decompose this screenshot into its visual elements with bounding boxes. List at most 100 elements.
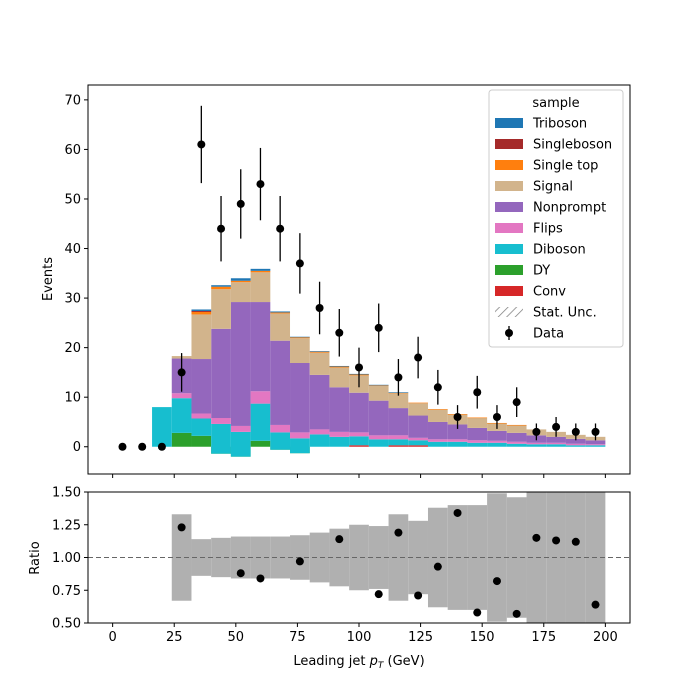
bar-diboson — [565, 445, 586, 447]
data-point — [276, 224, 285, 233]
data-point — [256, 180, 265, 189]
data-point — [433, 383, 442, 392]
data-point — [197, 140, 206, 149]
bar-conv — [349, 445, 369, 447]
ratio-y-tick-label: 1.50 — [52, 486, 81, 501]
ratio-x-tick-label: 125 — [408, 630, 433, 645]
band-segment — [565, 492, 586, 623]
bar-flips — [171, 393, 192, 399]
bar-diboson — [329, 436, 350, 447]
y-tick-label: 40 — [64, 242, 81, 257]
ratio-panel: 0.50 0.75 1.00 1.25 1.50 0 25 50 75 100 125 150 175 2… — [52, 486, 631, 645]
bar-diboson — [506, 443, 527, 447]
bar-diboson — [349, 436, 369, 446]
legend-entry-flips: Flips — [495, 222, 563, 237]
data-point — [355, 363, 363, 372]
legend: sample Triboson Singleboson Single top Signa… — [488, 89, 624, 348]
data-point — [295, 259, 304, 268]
data-point — [315, 303, 324, 312]
legend-label: Stat. Unc. — [533, 306, 597, 321]
bar-diboson — [427, 441, 448, 447]
bar-single-top — [467, 417, 488, 419]
data-point — [335, 328, 344, 337]
legend-entry-data: Data — [505, 326, 564, 342]
bar-nonprompt — [368, 400, 389, 436]
ratio-x-tick-label: 100 — [347, 630, 372, 645]
ratio-y-tick-label: 1.00 — [52, 551, 81, 566]
y-tick-label: 0 — [73, 440, 81, 455]
y-tick-label: 10 — [64, 391, 81, 406]
ratio-point — [591, 600, 600, 609]
bar-triboson — [211, 285, 231, 287]
bar-nonprompt — [467, 427, 488, 441]
ratio-point — [177, 523, 186, 532]
legend-swatch — [495, 223, 523, 233]
bar-flips — [230, 425, 251, 432]
ratio-point — [236, 569, 245, 578]
bar-diboson — [408, 440, 428, 446]
data-point — [512, 398, 521, 407]
ratio-x-tick-label: 200 — [593, 630, 618, 645]
legend-swatch — [495, 265, 523, 275]
bar-single-top — [368, 385, 389, 386]
data-point — [473, 388, 482, 397]
legend-label: Signal — [533, 180, 573, 195]
ratio-point — [335, 535, 344, 544]
ratio-y-tick-label: 1.25 — [52, 518, 81, 533]
bar-nonprompt — [250, 302, 271, 392]
series-diboson — [152, 398, 606, 457]
bar-nonprompt — [585, 440, 606, 445]
ratio-point — [532, 533, 541, 542]
ratio-point — [394, 528, 403, 537]
legend-label: DY — [533, 264, 550, 279]
band-segment — [211, 537, 231, 578]
bar-flips — [388, 435, 409, 440]
bar-diboson — [487, 442, 507, 447]
bar-diboson — [309, 434, 330, 447]
y-tick-label: 30 — [64, 292, 81, 307]
bar-diboson — [211, 423, 231, 454]
bar-nonprompt — [427, 421, 448, 440]
data-point — [374, 323, 383, 332]
bar-signal — [211, 289, 231, 329]
bar-diboson — [270, 432, 291, 450]
legend-entry-nonprompt: Nonprompt — [495, 201, 606, 216]
series-conv — [349, 445, 428, 447]
main-y-axis-label: Events — [41, 257, 56, 301]
legend-swatch-hatch — [495, 307, 523, 317]
ratio-point — [512, 609, 521, 618]
legend-swatch — [495, 139, 523, 149]
bar-triboson — [290, 336, 310, 338]
ratio-point — [374, 590, 383, 599]
band-segment — [467, 505, 488, 610]
band-segment — [309, 532, 330, 583]
bar-signal — [388, 393, 409, 409]
bar-signal — [329, 367, 350, 388]
bar-single-top — [329, 366, 350, 368]
band-segment — [171, 514, 192, 601]
ratio-point — [414, 591, 423, 600]
bar-nonprompt — [447, 424, 468, 440]
bar-flips — [447, 439, 468, 442]
bar-diboson — [388, 439, 409, 446]
bar-diboson — [447, 441, 468, 447]
bar-diboson — [368, 439, 389, 447]
ratio-point — [571, 537, 580, 546]
bar-signal — [506, 425, 527, 433]
bar-nonprompt — [230, 302, 251, 426]
bar-diboson — [526, 444, 547, 447]
ratio-y-tick-label: 0.50 — [52, 617, 81, 632]
bar-single-top — [191, 311, 212, 315]
legend-entry-diboson: Diboson — [495, 243, 586, 258]
data-point — [571, 427, 580, 436]
data-point — [532, 427, 541, 436]
ratio-point — [453, 508, 462, 517]
stack-bars — [152, 268, 606, 457]
band-segment — [388, 514, 409, 601]
band-segment — [427, 507, 448, 608]
bar-flips — [467, 440, 488, 443]
bar-nonprompt — [408, 415, 428, 438]
bar-nonprompt — [329, 387, 350, 432]
bar-conv — [388, 445, 409, 447]
